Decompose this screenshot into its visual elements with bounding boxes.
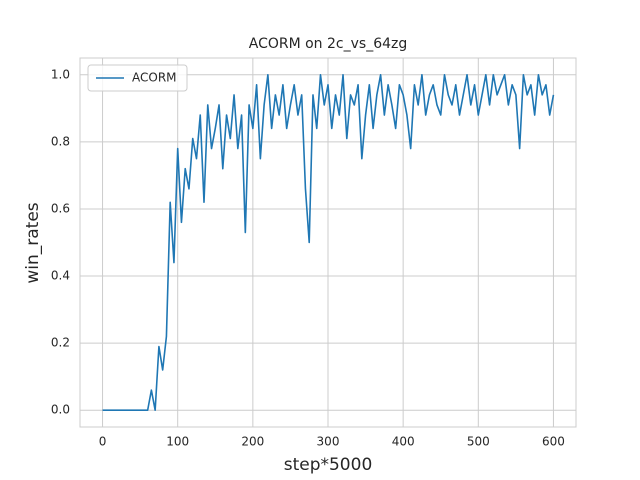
y-tick-label: 0.6 [51, 201, 70, 215]
data-line [102, 73, 555, 412]
x-tick-label: 0 [99, 435, 107, 449]
legend-label: ACORM [132, 71, 177, 85]
x-tick-label: 500 [467, 435, 490, 449]
x-tick-label: 200 [241, 435, 264, 449]
x-tick-label: 600 [542, 435, 565, 449]
y-tick-label: 0.4 [51, 269, 70, 283]
x-tick-label: 100 [166, 435, 189, 449]
y-tick-label: 0.8 [51, 134, 70, 148]
chart-title: ACORM on 2c_vs_64zg [249, 36, 408, 52]
x-tick-label: 300 [317, 435, 340, 449]
y-tick-label: 0.0 [51, 403, 70, 417]
legend-box [87, 64, 188, 92]
x-tick-label: 400 [392, 435, 415, 449]
x-axis-label: step*5000 [284, 455, 373, 475]
y-axis-label: win_rates [23, 202, 43, 283]
plot-frame [79, 57, 577, 428]
y-tick-label: 1.0 [51, 67, 70, 81]
y-tick-label: 0.2 [51, 336, 70, 350]
